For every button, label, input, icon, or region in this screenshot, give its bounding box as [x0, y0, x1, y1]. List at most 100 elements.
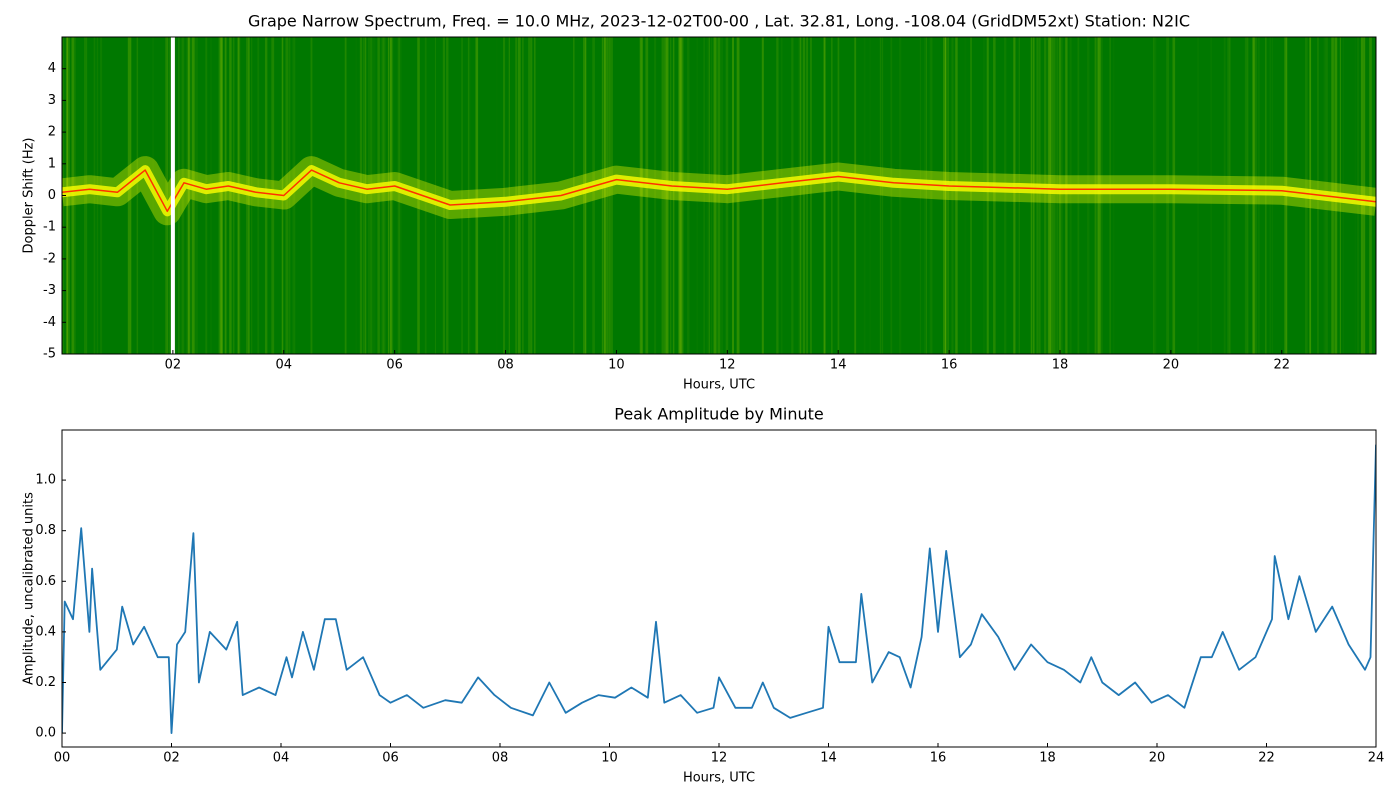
noise-stripe — [186, 37, 189, 354]
noise-stripe — [592, 37, 595, 354]
noise-stripe — [442, 37, 446, 354]
noise-stripe — [1065, 37, 1068, 354]
noise-stripe — [83, 37, 87, 354]
noise-stripe — [508, 37, 510, 354]
noise-stripe — [364, 37, 367, 354]
noise-stripe — [1087, 37, 1090, 354]
noise-stripe — [929, 37, 933, 354]
y-tick-label: -4 — [43, 315, 56, 330]
x-tick-label: 20 — [1149, 751, 1166, 766]
x-tick-label: 18 — [1052, 358, 1069, 373]
noise-stripe — [791, 37, 794, 354]
x-tick-label: 12 — [711, 751, 728, 766]
noise-stripe — [1065, 37, 1068, 354]
noise-stripe — [310, 37, 313, 354]
noise-stripe — [711, 37, 713, 354]
x-tick-label: 06 — [382, 751, 399, 766]
noise-stripe — [715, 37, 717, 354]
y-tick-label: 0.8 — [35, 523, 56, 538]
noise-stripe — [165, 37, 168, 354]
noise-stripe — [881, 37, 884, 354]
noise-stripe — [970, 37, 972, 354]
y-tick-label: -3 — [43, 283, 56, 298]
noise-stripe — [85, 37, 88, 354]
noise-stripe — [943, 37, 947, 354]
noise-stripe — [382, 37, 385, 354]
noise-stripe — [382, 37, 384, 354]
noise-stripe — [799, 37, 802, 354]
noise-stripe — [515, 37, 517, 354]
noise-stripe — [1096, 37, 1100, 354]
noise-stripe — [679, 37, 683, 354]
doppler-trace — [62, 169, 1376, 213]
noise-stripe — [1061, 37, 1063, 354]
noise-stripe — [666, 37, 669, 354]
noise-stripe — [731, 37, 734, 354]
noise-stripe — [237, 37, 241, 354]
noise-stripe — [1052, 37, 1056, 354]
noise-stripe — [1244, 37, 1247, 354]
noise-stripe — [1048, 37, 1051, 354]
x-tick-label: 12 — [719, 358, 736, 373]
noise-stripe — [1036, 37, 1039, 354]
noise-stripe — [1172, 37, 1176, 354]
noise-stripe — [1094, 37, 1097, 354]
noise-stripe — [810, 37, 812, 354]
noise-stripe — [890, 37, 893, 354]
y-axis-label: Amplitude, uncalibrated units — [22, 492, 37, 685]
x-tick-label: 04 — [273, 751, 290, 766]
noise-stripe — [1049, 37, 1053, 354]
noise-stripe — [1055, 37, 1057, 354]
noise-stripe — [384, 37, 386, 354]
x-axis-label: Hours, UTC — [683, 771, 755, 786]
x-axis-label: Hours, UTC — [683, 378, 755, 393]
noise-stripe — [717, 37, 721, 354]
chart-title: Peak Amplitude by Minute — [614, 405, 824, 424]
noise-stripe — [129, 37, 132, 354]
noise-stripe — [220, 37, 223, 354]
plot-area — [62, 444, 1376, 734]
noise-stripe — [387, 37, 390, 354]
noise-stripe — [237, 37, 239, 354]
x-tick-label: 10 — [601, 751, 618, 766]
amplitude-line — [62, 444, 1376, 734]
noise-stripe — [1252, 37, 1255, 354]
noise-stripe — [670, 37, 672, 354]
noise-stripe — [359, 37, 362, 354]
noise-stripe — [229, 37, 232, 354]
noise-stripe — [219, 37, 222, 354]
noise-stripe — [127, 37, 131, 354]
noise-stripe — [446, 37, 449, 354]
noise-stripe — [654, 37, 657, 354]
noise-stripe — [224, 37, 227, 354]
noise-stripe — [725, 37, 729, 354]
noise-stripe — [1152, 37, 1155, 354]
noise-stripe — [640, 37, 642, 354]
x-tick-label: 04 — [275, 358, 292, 373]
x-tick-label: 20 — [1163, 358, 1180, 373]
noise-stripe — [831, 37, 833, 354]
noise-stripe — [218, 37, 221, 354]
noise-stripe — [708, 37, 711, 354]
x-tick-label: 24 — [1368, 751, 1385, 766]
data-gap — [170, 37, 175, 354]
noise-stripe — [1018, 37, 1020, 354]
noise-stripe — [390, 37, 392, 354]
noise-stripe — [681, 37, 684, 354]
noise-stripe — [1047, 37, 1051, 354]
noise-stripe — [661, 37, 665, 354]
noise-stripe — [585, 37, 587, 354]
noise-stripe — [955, 37, 958, 354]
noise-stripe — [806, 37, 808, 354]
noise-stripe — [1166, 37, 1170, 354]
noise-stripe — [645, 37, 649, 354]
x-tick-label: 08 — [497, 358, 514, 373]
noise-stripe — [608, 37, 611, 354]
noise-stripe — [583, 37, 586, 354]
x-tick-label: 06 — [386, 358, 403, 373]
y-tick-label: 0.2 — [35, 675, 56, 690]
noise-stripe — [823, 37, 826, 354]
noise-stripe — [475, 37, 479, 354]
noise-stripe — [732, 37, 734, 354]
